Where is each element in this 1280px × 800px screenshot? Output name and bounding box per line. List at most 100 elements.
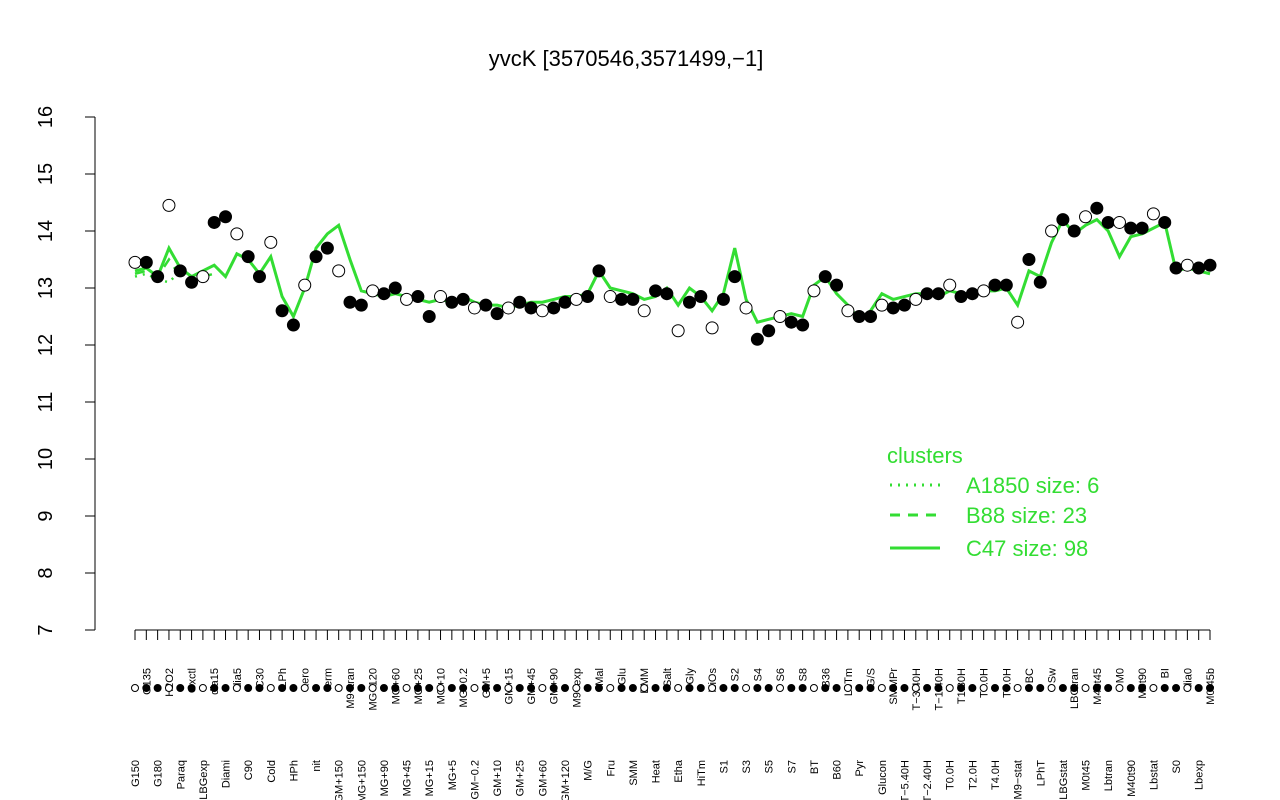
data-point xyxy=(977,284,991,298)
data-point xyxy=(694,290,708,304)
rug-mark xyxy=(719,684,728,692)
data-point xyxy=(219,210,233,224)
rug-mark xyxy=(459,684,468,692)
rug-mark xyxy=(911,684,920,692)
x-tick-label: S6 xyxy=(775,668,787,681)
data-point xyxy=(230,227,244,241)
rug-mark xyxy=(753,684,762,692)
data-point xyxy=(241,250,255,264)
x-tick-label: nit xyxy=(311,760,323,772)
x-tick-label: MG+150 xyxy=(356,760,368,800)
rug-mark xyxy=(334,684,343,692)
cluster-line-dotted xyxy=(134,269,193,284)
x-tick-label: GM+120 xyxy=(560,760,572,800)
x-tick-label: G180 xyxy=(153,760,165,787)
rug-mark xyxy=(923,684,932,692)
x-tick-label: H2O2 xyxy=(164,668,176,697)
data-point xyxy=(1011,315,1025,329)
data-point xyxy=(501,301,515,315)
data-point xyxy=(467,301,481,315)
data-point xyxy=(965,287,979,301)
y-tick-label: 11 xyxy=(35,392,57,413)
x-tick-label: Paraq xyxy=(175,760,187,789)
rug-mark xyxy=(1013,684,1022,692)
rug-mark xyxy=(1206,684,1214,692)
x-tick-label: S0 xyxy=(1171,760,1183,773)
rug-mark xyxy=(1092,684,1101,692)
rug-mark xyxy=(187,684,196,692)
rug-mark xyxy=(221,684,230,692)
rug-mark xyxy=(708,684,717,692)
axes: 78910111213141516G150G135G180H2O2ParaqOx… xyxy=(35,106,1217,800)
data-point xyxy=(1056,213,1070,227)
rug-mark xyxy=(572,684,581,692)
data-point xyxy=(309,250,323,264)
rug-mark xyxy=(606,684,615,692)
rug-mark xyxy=(696,684,705,692)
data-point xyxy=(264,235,278,249)
data-point xyxy=(1146,207,1160,221)
rug-mark xyxy=(877,684,886,692)
x-tick-label: Lbstat xyxy=(1148,760,1160,790)
y-tick-label: 9 xyxy=(35,510,57,521)
x-tick-label: G150 xyxy=(130,760,142,787)
data-point xyxy=(332,264,346,278)
x-tick-label: Cold xyxy=(266,760,278,783)
data-point xyxy=(490,307,504,321)
rug-mark xyxy=(391,684,400,692)
data-point xyxy=(196,270,210,284)
x-tick-label: dia5 xyxy=(232,668,244,689)
x-tick-label: LPhT xyxy=(1035,760,1047,787)
data-point xyxy=(864,310,878,323)
rug-mark xyxy=(142,684,151,692)
rug-mark xyxy=(176,684,185,692)
rug-mark xyxy=(1070,684,1079,692)
rug-mark xyxy=(843,684,852,692)
y-tick-label: 8 xyxy=(35,567,57,578)
data-point xyxy=(388,281,402,295)
x-tick-label: ferm xyxy=(322,668,334,690)
x-tick-label: GM+10 xyxy=(492,760,504,796)
rug-mark xyxy=(583,684,592,692)
x-tick-label: LBGexp xyxy=(198,760,210,800)
rug-mark xyxy=(368,684,377,692)
rug-mark xyxy=(198,684,207,692)
data-point xyxy=(1045,224,1059,238)
rug-mark xyxy=(515,684,524,692)
x-tick-label: M9−stat xyxy=(1013,760,1025,799)
x-tick-label: SMM xyxy=(628,760,640,786)
rug-mark xyxy=(662,684,671,692)
data-point xyxy=(558,295,572,309)
data-point xyxy=(1169,261,1183,275)
data-point xyxy=(999,278,1013,292)
data-points xyxy=(128,198,1217,346)
x-tick-label: T5.0H xyxy=(1001,668,1013,698)
rug-mark xyxy=(323,684,332,692)
data-point xyxy=(841,304,855,318)
rug-mark xyxy=(1172,684,1181,692)
rug-mark xyxy=(357,684,366,692)
rug-mark xyxy=(210,684,219,692)
x-tick-label: BI xyxy=(1160,668,1172,678)
rug-mark xyxy=(776,684,784,692)
legend: clusters A1850 size: 6 B88 size: 23 C47 si… xyxy=(887,443,1099,561)
x-tick-label: T2.0H xyxy=(967,760,979,790)
rug-mark xyxy=(742,684,751,692)
data-point xyxy=(1203,258,1217,272)
rug-mark xyxy=(1160,684,1169,692)
x-tick-label: M0t90 xyxy=(1137,668,1149,699)
x-tick-label: MG+45 xyxy=(402,760,414,796)
data-point xyxy=(547,301,561,315)
x-tick-label: Salt xyxy=(662,668,674,687)
data-point xyxy=(830,278,844,292)
x-tick-label: S5 xyxy=(764,760,776,773)
x-tick-label: Glu xyxy=(617,668,629,685)
x-tick-label: aero xyxy=(300,668,312,690)
data-point xyxy=(637,304,651,318)
data-point xyxy=(366,284,380,298)
x-tick-label: Sw xyxy=(1047,668,1059,683)
rug-mark xyxy=(594,684,603,692)
rug-mark xyxy=(131,684,139,692)
data-point xyxy=(852,310,866,323)
rug-mark xyxy=(979,684,988,692)
